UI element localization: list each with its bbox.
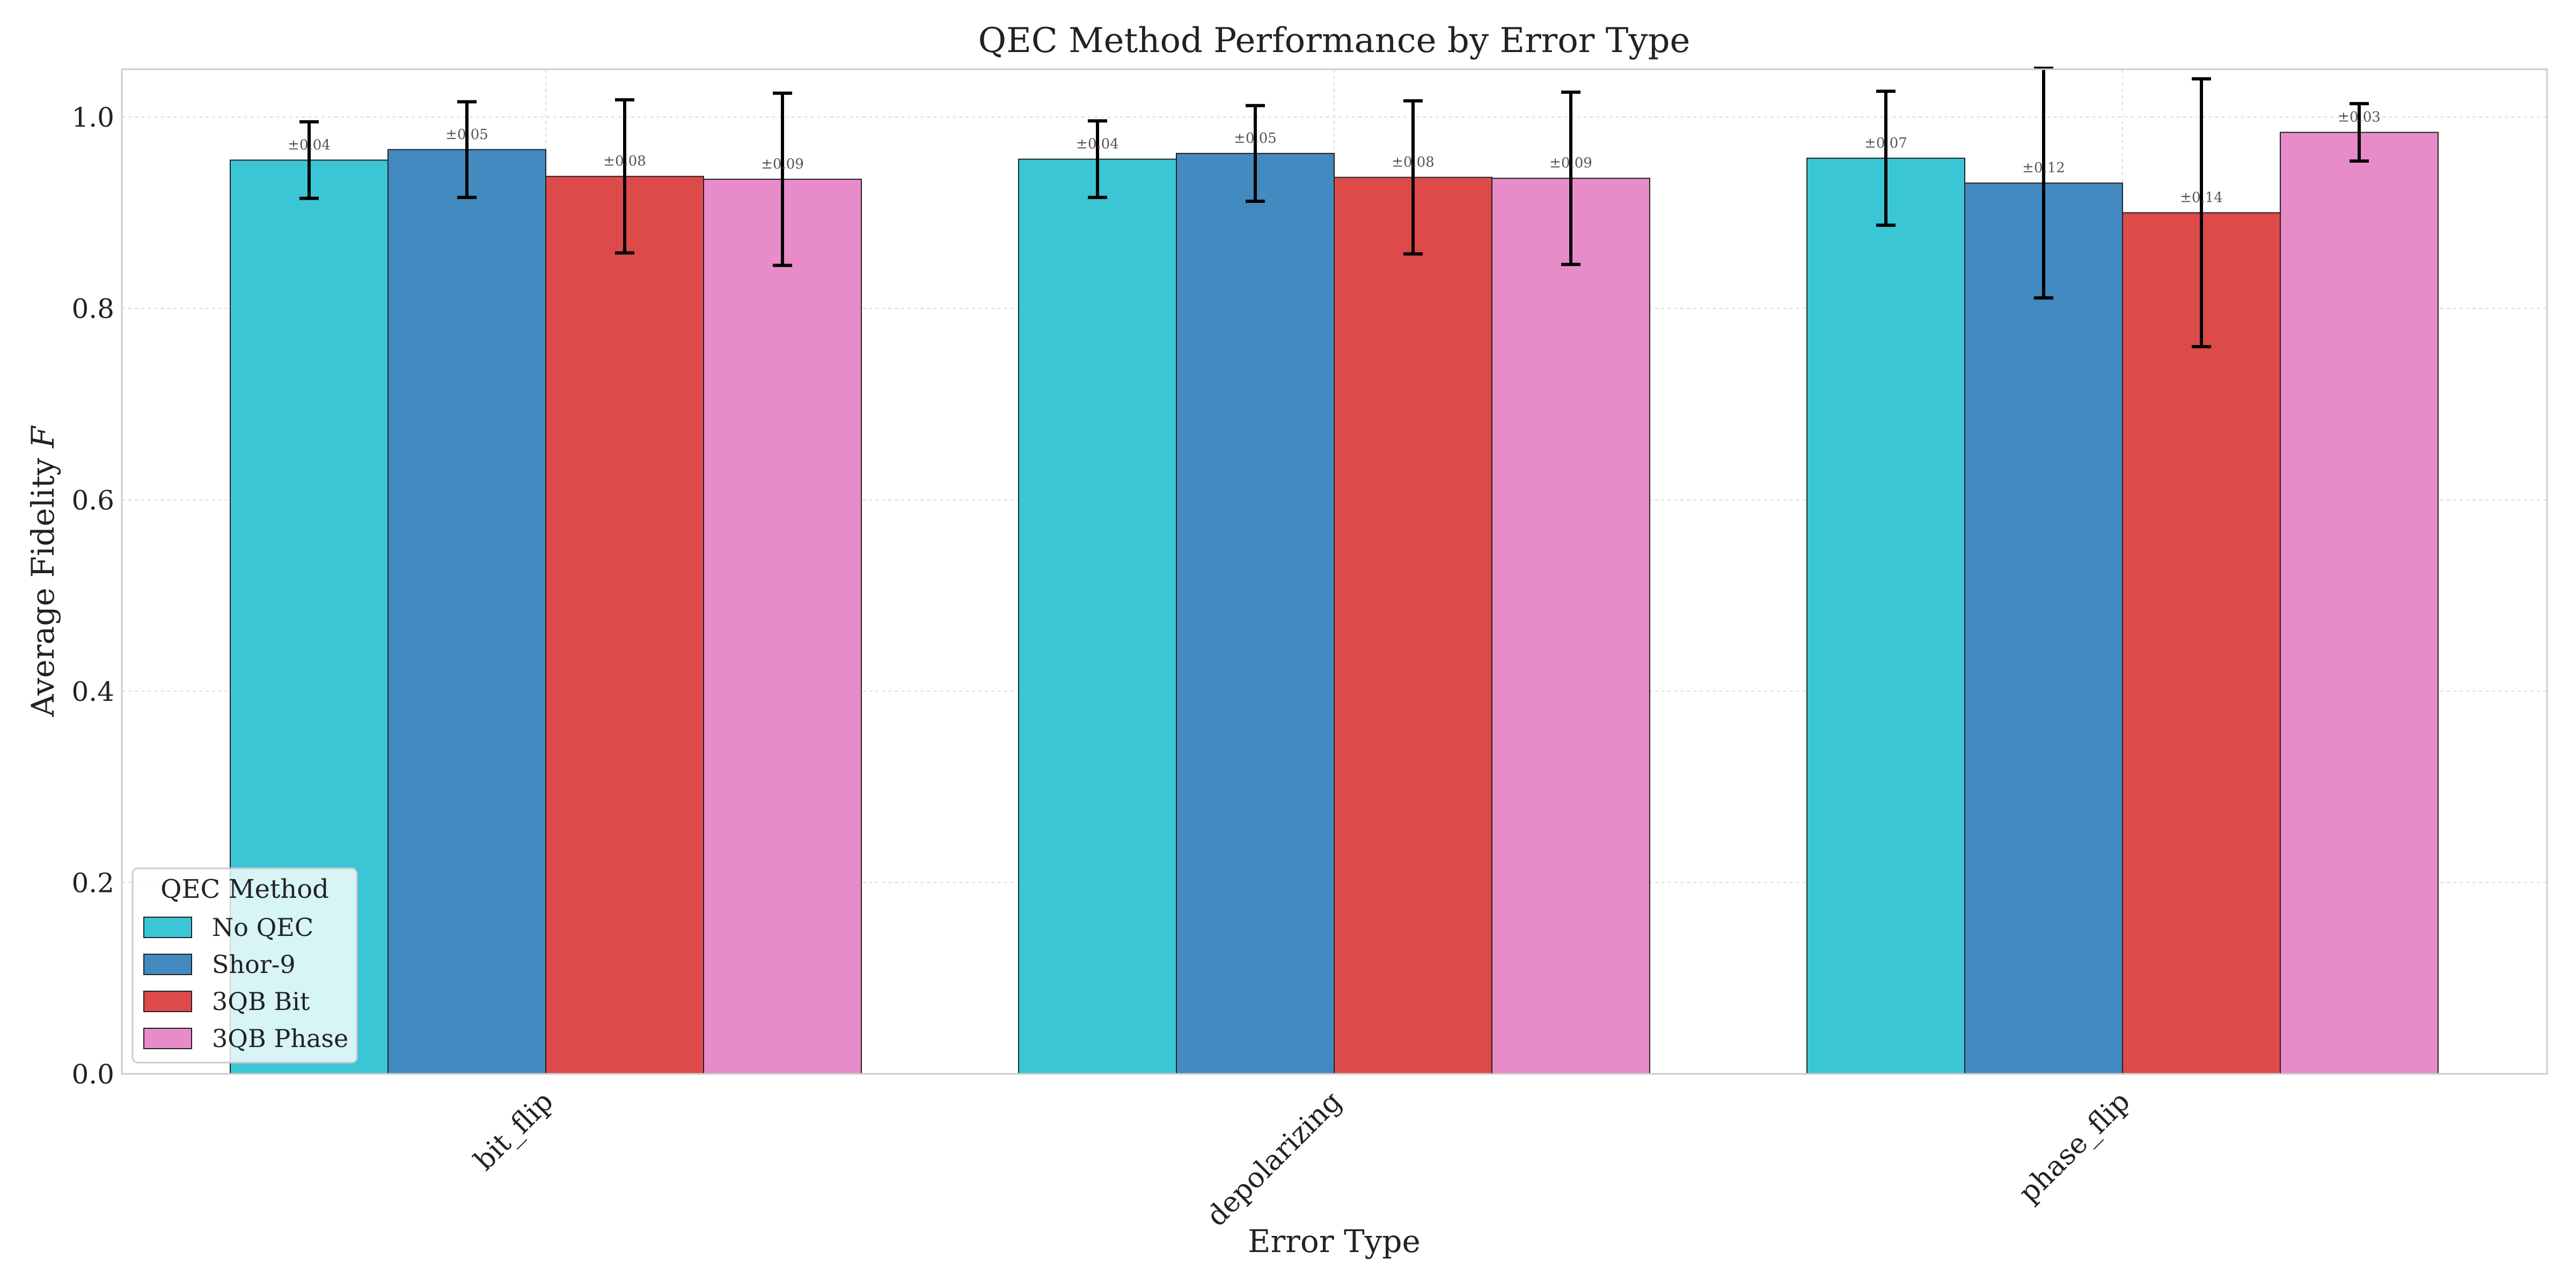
error-bar <box>2350 102 2369 163</box>
error-label: ±0.14 <box>2180 189 2223 206</box>
error-label: ±0.05 <box>1234 130 1277 147</box>
y-tick-label: 0.4 <box>71 676 114 707</box>
bar <box>1491 178 1650 1074</box>
legend-swatch <box>143 917 192 938</box>
y-tick-label: 1.0 <box>71 102 114 133</box>
bar <box>2122 212 2281 1074</box>
legend-swatch <box>143 991 192 1012</box>
y-tick-label: 0.8 <box>71 294 114 325</box>
legend-label: 3QB Bit <box>212 987 310 1016</box>
legend-label: Shor-9 <box>212 950 296 979</box>
legend-item: No QEC <box>143 913 313 942</box>
error-bar <box>2192 77 2211 349</box>
error-bar <box>1246 104 1265 203</box>
bar <box>1018 158 1177 1074</box>
y-axis-label-text: Average Fidelity <box>25 448 61 718</box>
error-bar <box>1561 90 1580 266</box>
y-tick-label: 0.0 <box>71 1059 114 1090</box>
bar <box>1334 177 1492 1074</box>
legend-title: QEC Method <box>160 874 329 904</box>
error-label: ±0.08 <box>603 153 646 170</box>
error-bar <box>1088 119 1107 199</box>
error-label: ±0.05 <box>445 127 488 143</box>
error-bar <box>1876 90 1896 227</box>
legend-item: Shor-9 <box>143 950 296 979</box>
bar <box>703 179 862 1074</box>
legend-item: 3QB Bit <box>143 987 310 1016</box>
bar <box>1964 182 2123 1074</box>
error-bar <box>299 120 319 200</box>
error-label: ±0.04 <box>1076 136 1119 152</box>
y-axis-ticks: 0.0 0.2 0.4 0.6 0.8 1.0 <box>71 102 114 1090</box>
error-label: ±0.09 <box>1549 155 1592 171</box>
legend-item: 3QB Phase <box>143 1024 348 1053</box>
bar <box>2280 131 2439 1074</box>
error-label: ±0.12 <box>2022 160 2065 176</box>
y-axis-label-symbol: F <box>25 426 61 449</box>
bar <box>387 149 546 1074</box>
y-axis-label: Average Fidelity F <box>25 426 61 718</box>
legend-label: 3QB Phase <box>212 1024 348 1053</box>
bar <box>545 175 704 1074</box>
y-tick-label: 0.2 <box>71 867 114 898</box>
error-bars <box>299 67 2369 349</box>
error-label: ±0.09 <box>761 156 804 172</box>
legend-label: No QEC <box>212 913 313 942</box>
error-label: ±0.03 <box>2338 109 2381 126</box>
chart-title: QEC Method Performance by Error Type <box>978 21 1690 61</box>
legend-items: No QEC Shor-9 3QB Bit 3QB Phase <box>143 913 348 1053</box>
error-bar <box>2034 67 2053 300</box>
error-bar <box>615 98 634 255</box>
error-label: ±0.04 <box>288 137 331 153</box>
y-tick-label: 0.6 <box>71 485 114 516</box>
x-axis-label: Error Type <box>1248 1223 1421 1260</box>
bars <box>230 131 2439 1075</box>
error-bar <box>1403 99 1423 256</box>
legend-swatch <box>143 954 192 975</box>
error-bar <box>773 91 792 267</box>
error-bar <box>457 100 477 199</box>
error-labels: ±0.04 ±0.04 ±0.07 ±0.05 ±0.05 ±0.12 ±0.08 ±0.08… <box>288 109 2381 206</box>
bar <box>1806 157 1965 1075</box>
error-label: ±0.08 <box>1392 154 1435 170</box>
plot-frame <box>121 68 2548 1075</box>
bar <box>1176 152 1335 1074</box>
error-label: ±0.07 <box>1864 135 1907 151</box>
legend-swatch <box>143 1028 192 1049</box>
legend: QEC Method No QEC Shor-9 3QB Bit 3QB Phase <box>131 867 358 1064</box>
